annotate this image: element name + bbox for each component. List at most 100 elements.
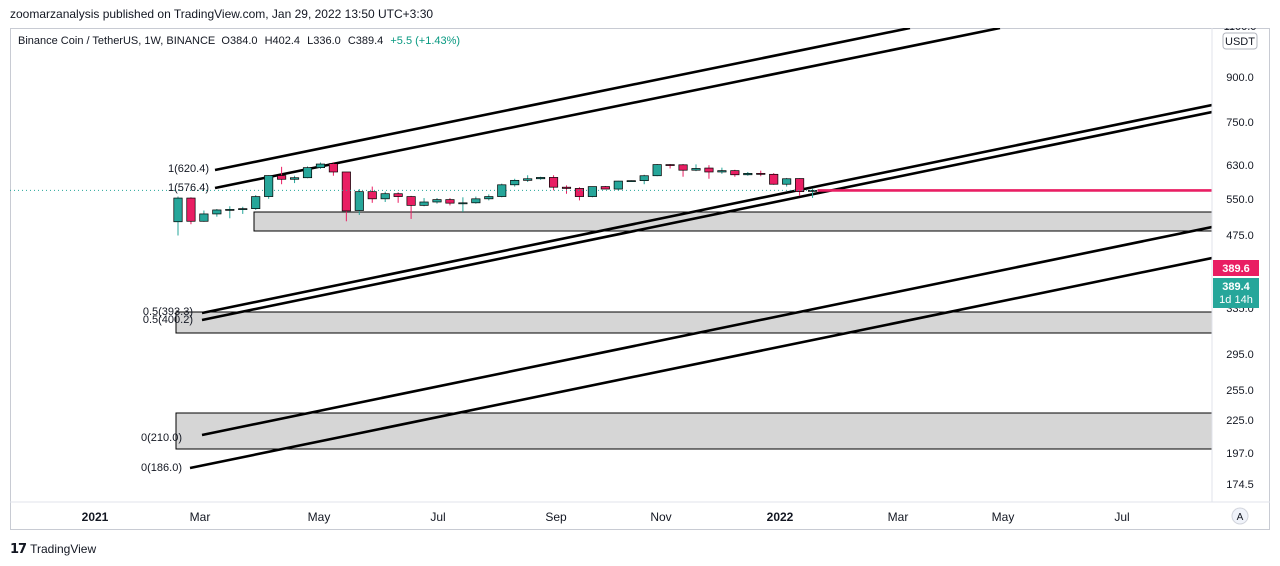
time-tick-label: May: [992, 510, 1015, 524]
price-tick-label: 1100.0: [1224, 28, 1257, 33]
time-tick-label: May: [308, 510, 331, 524]
candle-body: [769, 173, 779, 185]
candles: [10, 162, 1212, 236]
last-price-marker: [1213, 278, 1259, 308]
candle-body: [264, 175, 274, 197]
candle: [497, 183, 507, 198]
currency-label: USDT: [1225, 36, 1255, 48]
candle: [613, 180, 623, 191]
candle-body: [315, 163, 325, 168]
candle: [328, 162, 338, 176]
ohlc-open: O384.0: [221, 35, 258, 47]
candle: [756, 170, 766, 177]
candle: [561, 185, 572, 194]
time-tick-label: Mar: [888, 510, 909, 524]
candle: [186, 197, 196, 225]
price-tick-label: 295.0: [1226, 349, 1254, 361]
fib-label-0a: 0(210.0): [141, 432, 182, 444]
candle-body: [199, 213, 209, 222]
price-tick-label: 174.5: [1226, 479, 1254, 491]
candle-body: [639, 175, 649, 182]
candle-body: [173, 197, 183, 223]
time-tick-label: 2021: [82, 510, 109, 524]
candle: [639, 174, 649, 185]
candle-body: [743, 173, 753, 176]
trendline-4: [201, 110, 1212, 322]
candle-body: [756, 173, 766, 175]
candle: [548, 175, 559, 191]
candle-body: [380, 193, 390, 200]
tradingview-logo-icon: 𝟭𝟳: [10, 541, 27, 556]
zone-1: [253, 211, 1212, 232]
ohlc-change: +5.5 (+1.43%): [390, 35, 461, 47]
price-axis: 1100.0900.0750.0630.0550.0475.0335.0295.…: [1211, 28, 1259, 502]
symbol-legend: Binance Coin / TetherUS, 1W, BINANCE O38…: [18, 35, 460, 47]
currency-badge: [1222, 32, 1258, 50]
ohlc-low: L336.0: [307, 35, 341, 47]
zone-2: [175, 311, 1212, 334]
zone-3: [175, 412, 1212, 450]
candle: [458, 197, 468, 212]
candle: [717, 167, 727, 174]
candle: [600, 185, 610, 190]
candle: [626, 180, 636, 183]
publish-credit: zoomarzanalysis published on TradingView…: [10, 7, 434, 21]
candle: [380, 191, 390, 202]
price-tick-label: 475.0: [1226, 230, 1254, 242]
time-tick-label: 2022: [767, 510, 794, 524]
candle: [471, 196, 481, 204]
candle-body: [523, 178, 533, 181]
trendline-6: [189, 256, 1212, 470]
candle: [807, 188, 818, 198]
trendline-1: [214, 28, 911, 172]
candle: [406, 195, 416, 219]
price-tick-label: 630.0: [1226, 160, 1254, 172]
candle-body: [290, 177, 300, 180]
candle-body: [730, 170, 740, 176]
time-tick-label: Nov: [650, 510, 671, 524]
trendline-5: [201, 225, 1212, 437]
candle-body: [613, 180, 623, 190]
trendline-3: [201, 103, 1212, 315]
candle: [225, 206, 235, 219]
candle-body: [354, 191, 364, 211]
candle-body: [406, 196, 416, 206]
candle-body: [587, 186, 597, 197]
candle: [173, 196, 183, 236]
candle: [574, 187, 584, 201]
candle-body: [458, 202, 468, 205]
chart-frame: [10, 28, 1270, 530]
candle-body: [341, 171, 351, 212]
candle: [315, 162, 325, 169]
candle: [691, 164, 701, 172]
candle: [393, 192, 403, 203]
candle-body: [652, 164, 662, 177]
fib-label-1b: 1(576.4): [168, 182, 209, 194]
candle: [419, 198, 429, 207]
candle-body: [600, 186, 610, 190]
chart-canvas[interactable]: 1(620.4) 1(576.4) 0.5(393.3)0.5(400.2) 0(21…: [10, 28, 1270, 530]
candle-body: [717, 170, 727, 173]
candle: [445, 198, 455, 206]
candle: [290, 175, 300, 184]
candle: [432, 198, 442, 204]
candle: [536, 176, 546, 180]
candle-body: [251, 196, 261, 209]
candle-body: [678, 164, 688, 171]
candle-body: [445, 199, 455, 204]
candle-body: [277, 175, 287, 180]
candle-body: [225, 209, 235, 211]
fib-label-0b: 0(186.0): [141, 462, 182, 474]
candle: [743, 171, 753, 176]
brand-name: TradingView: [30, 542, 97, 556]
candle-body: [302, 167, 313, 179]
candle: [354, 189, 364, 215]
price-tick-label: 255.0: [1226, 385, 1254, 397]
candle-body: [432, 199, 442, 203]
footer-brand[interactable]: 𝟭𝟳 TradingView: [10, 541, 96, 557]
candle: [678, 164, 688, 177]
candle: [238, 206, 248, 214]
candle-body: [212, 209, 222, 215]
candle-body: [419, 201, 429, 206]
price-tick-label: 550.0: [1226, 194, 1254, 206]
